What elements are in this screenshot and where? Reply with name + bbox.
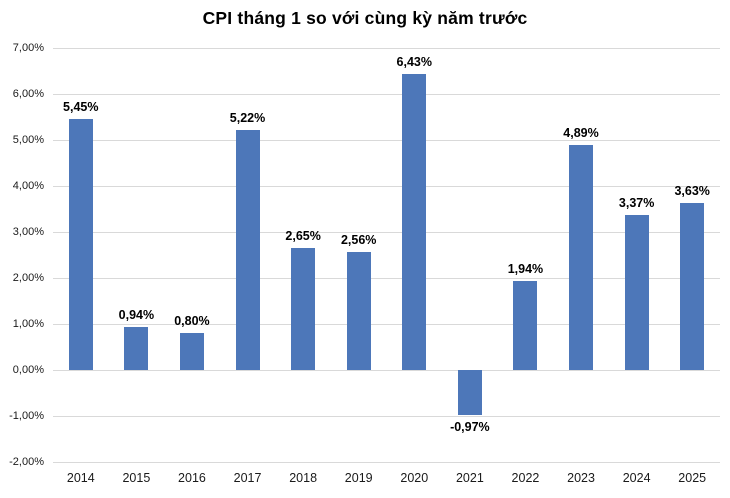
x-tick-label: 2014 <box>66 471 95 485</box>
bar-value-label: 3,37% <box>618 195 655 210</box>
bar-value-label: 1,94% <box>507 261 544 276</box>
x-tick-label: 2022 <box>511 471 540 485</box>
bar-value-label: -0,97% <box>450 419 490 434</box>
gridline <box>53 278 720 279</box>
y-tick-label: 7,00% <box>12 42 44 54</box>
gridline <box>53 186 720 187</box>
bar-2014 <box>68 119 93 370</box>
bar-2023 <box>569 145 594 370</box>
bar-2018 <box>291 248 316 370</box>
bar-2019 <box>346 252 371 370</box>
bar-2020 <box>402 74 427 370</box>
gridline <box>53 232 720 233</box>
x-tick-label: 2015 <box>122 471 151 485</box>
bar-value-label: 5,45% <box>63 100 99 115</box>
bar-2021 <box>457 370 482 415</box>
x-tick-label: 2019 <box>344 471 373 485</box>
bar-value-label: 5,22% <box>229 110 266 125</box>
y-tick-label: 5,00% <box>12 134 44 146</box>
bar-2024 <box>624 214 649 370</box>
bar-2022 <box>513 280 538 370</box>
x-tick-label: 2023 <box>567 471 595 485</box>
gridline <box>53 48 720 49</box>
y-tick-label: 2,00% <box>12 272 44 284</box>
bar-value-label: 3,63% <box>674 184 710 199</box>
x-tick-label: 2017 <box>233 471 262 485</box>
bar-value-label: 2,56% <box>340 233 377 248</box>
gridline <box>53 140 720 141</box>
bar-2015 <box>124 326 149 370</box>
gridline <box>53 94 720 95</box>
x-tick-label: 2020 <box>400 471 429 485</box>
bar-value-label: 0,80% <box>174 314 210 329</box>
gridline <box>53 416 720 417</box>
bar-value-label: 6,43% <box>396 55 433 70</box>
bar-2025 <box>680 203 705 370</box>
y-tick-label: 0,00% <box>12 364 44 376</box>
x-tick-label: 2025 <box>678 471 707 485</box>
chart-title: CPI tháng 1 so với cùng kỳ năm trước <box>202 8 528 28</box>
y-tick-label: 4,00% <box>12 180 44 192</box>
plot-area: 5,45% 0,94% 0,80% 5,22% 2,65% 2,56% 6,43% -0,97… <box>53 48 720 463</box>
bar-value-label: 0,94% <box>118 307 155 322</box>
bar-value-label: 2,65% <box>285 229 321 244</box>
x-tick-label: 2024 <box>622 471 651 485</box>
y-tick-label: 6,00% <box>12 88 44 100</box>
y-tick-label: 3,00% <box>12 226 44 238</box>
gridline <box>53 370 720 371</box>
bar-2016 <box>179 333 204 370</box>
bar-2017 <box>235 129 260 370</box>
y-tick-label: -2,00% <box>9 456 44 468</box>
x-tick-label: 2016 <box>178 471 206 485</box>
x-tick-label: 2018 <box>289 471 318 485</box>
gridline <box>53 324 720 325</box>
gridline <box>53 462 720 463</box>
bar-value-label: 4,89% <box>563 126 599 141</box>
y-tick-label: 1,00% <box>12 318 44 330</box>
y-tick-label: -1,00% <box>9 410 44 422</box>
x-tick-label: 2021 <box>455 471 484 485</box>
